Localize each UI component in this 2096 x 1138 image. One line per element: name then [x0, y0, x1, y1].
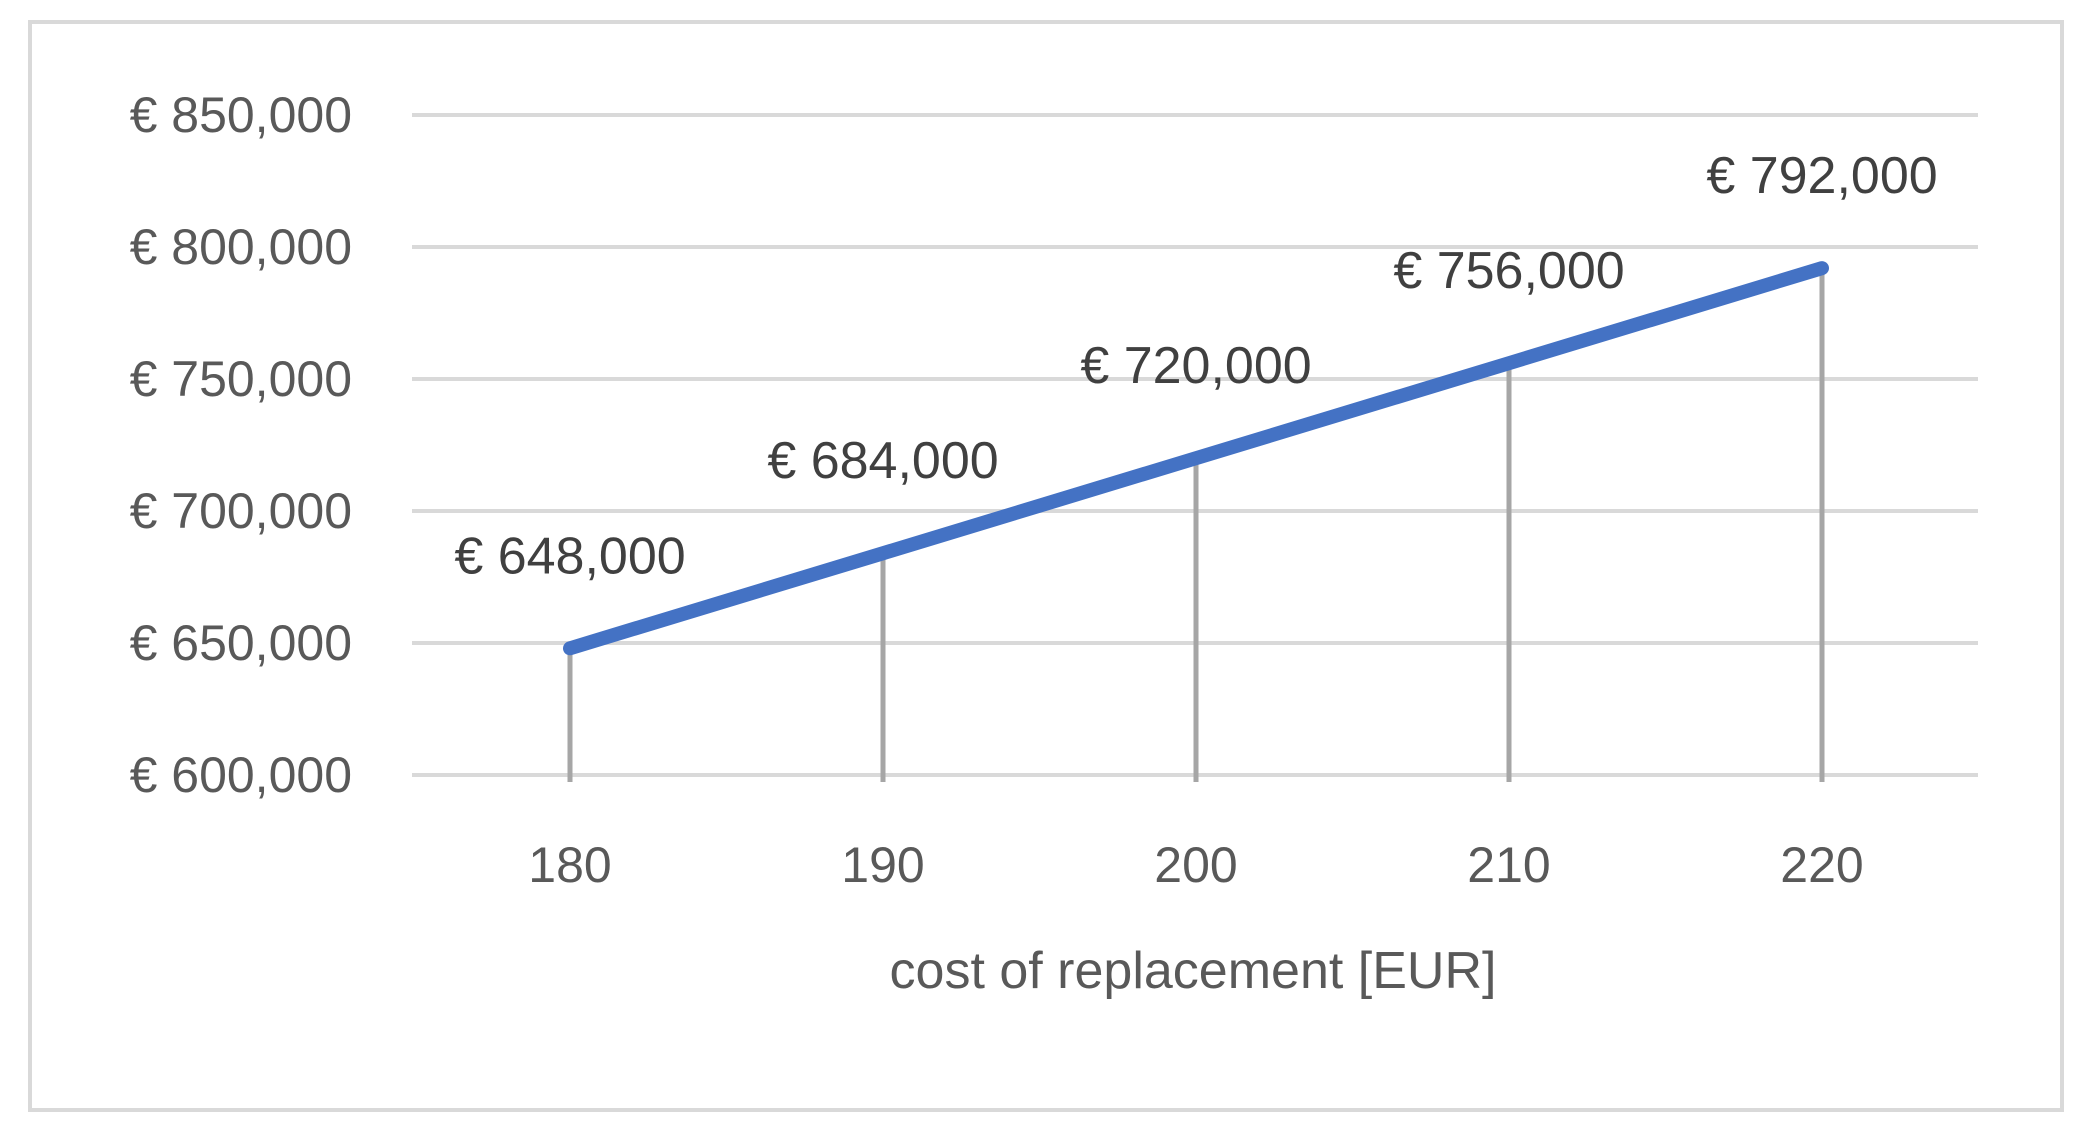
y-tick-label: € 600,000 — [130, 747, 352, 803]
drop-lines — [567, 268, 1825, 782]
data-point — [882, 552, 884, 555]
gridlines — [412, 113, 1978, 777]
y-tick-label: € 850,000 — [130, 87, 352, 143]
data-point — [1195, 457, 1197, 460]
data-label: € 648,000 — [454, 527, 685, 585]
series-layer — [563, 261, 1829, 656]
x-axis-tick-labels: 180 190 200 210 220 — [528, 837, 1863, 893]
data-label: € 792,000 — [1706, 147, 1937, 205]
x-axis-title: cost of replacement [EUR] — [890, 942, 1497, 1000]
x-tick-label: 190 — [841, 837, 924, 893]
y-tick-label: € 800,000 — [130, 219, 352, 275]
data-point — [1821, 267, 1823, 270]
data-label: € 720,000 — [1080, 337, 1311, 395]
y-axis-tick-labels: € 600,000 € 650,000 € 700,000 € 750,000 € 80… — [130, 87, 352, 803]
data-point — [569, 647, 571, 650]
data-label: € 684,000 — [767, 432, 998, 490]
x-tick-label: 210 — [1467, 837, 1550, 893]
data-label: € 756,000 — [1393, 242, 1624, 300]
chart-frame — [28, 20, 2064, 1112]
x-tick-label: 220 — [1780, 837, 1863, 893]
y-tick-label: € 650,000 — [130, 615, 352, 671]
x-tick-label: 200 — [1154, 837, 1237, 893]
x-tick-label: 180 — [528, 837, 611, 893]
data-point — [1508, 362, 1510, 365]
y-tick-label: € 750,000 — [130, 351, 352, 407]
data-labels: € 648,000 € 684,000 € 720,000 € 756,000 € 79… — [454, 147, 1937, 585]
y-tick-label: € 700,000 — [130, 483, 352, 539]
